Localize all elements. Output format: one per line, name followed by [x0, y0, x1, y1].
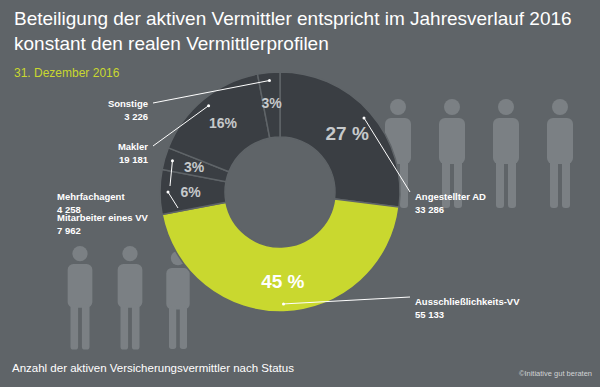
data-label: 3%	[261, 95, 282, 111]
silhouette-head	[444, 99, 460, 115]
silhouette-body	[439, 118, 465, 164]
silhouette-leg	[496, 160, 504, 208]
data-label: 3%	[184, 159, 205, 175]
leader-line	[364, 118, 410, 192]
leader-dot	[282, 302, 285, 305]
slices	[160, 72, 400, 312]
silhouette-leg	[71, 304, 79, 350]
page: {"chart_data": {"type": "donut", "title"…	[0, 0, 600, 387]
data-label: 6%	[180, 184, 201, 200]
silhouette-leg	[121, 304, 129, 350]
silhouette-head	[552, 99, 568, 115]
count-label: 19 181	[119, 154, 149, 165]
category-label: Makler	[118, 141, 148, 152]
silhouette-head	[498, 99, 514, 115]
silhouette-head	[72, 246, 87, 261]
source: ©Initiative gut beraten	[519, 369, 592, 378]
silhouette-leg	[169, 306, 176, 349]
count-label: 7 962	[57, 225, 81, 236]
slice	[280, 72, 400, 207]
silhouette-body	[68, 264, 93, 308]
silhouette-leg	[400, 160, 408, 208]
silhouette	[493, 99, 519, 208]
silhouette	[68, 246, 93, 350]
labels: 27 % Angestellter AD 33 286 45 % Ausschließl…	[57, 79, 520, 320]
footnote: Anzahl der aktiven Versicherungsvermittl…	[12, 362, 294, 374]
background	[0, 0, 600, 387]
silhouette-leg	[180, 306, 187, 349]
category-label: Sonstige	[108, 98, 148, 109]
leader-dot	[167, 191, 170, 194]
silhouette-head	[390, 99, 406, 115]
title-line: Beteiligung der aktiven Vermittler entsp…	[14, 8, 572, 29]
title-line: konstant den realen Vermittlerprofilen	[14, 33, 329, 54]
silhouette-leg	[132, 304, 140, 350]
silhouette-body	[493, 118, 519, 164]
count-label: 4 258	[57, 204, 81, 215]
data-label: 16%	[209, 115, 238, 131]
leader-line	[170, 161, 172, 186]
silhouette-body	[547, 118, 573, 164]
chart: Beteiligung der aktiven Vermittler entsp…	[0, 0, 600, 387]
slice	[168, 74, 269, 172]
silhouette	[118, 246, 143, 350]
silhouette-leg	[82, 304, 90, 350]
leader-dot	[363, 116, 366, 119]
silhouette-body	[166, 268, 189, 309]
category-label: Angestellter AD	[415, 191, 486, 202]
subtitle: 31. Dezember 2016	[14, 66, 120, 80]
data-label: 27 %	[325, 123, 368, 144]
leader-line	[168, 192, 178, 208]
slice	[162, 199, 399, 312]
leader-dot	[268, 79, 271, 82]
count-label: 33 286	[415, 204, 444, 215]
count-label: 3 226	[124, 111, 148, 122]
leader-line	[153, 106, 209, 146]
silhouette-body	[118, 264, 143, 308]
silhouette-leg	[550, 160, 558, 208]
leader-dot	[207, 104, 210, 107]
title: Beteiligung der aktiven Vermittler entsp…	[14, 8, 572, 54]
leader-line	[153, 80, 269, 103]
count-label: 55 133	[415, 309, 444, 320]
leader-dot	[171, 159, 174, 162]
category-label: Ausschließlichkeits-VV	[415, 296, 520, 307]
silhouette-head	[122, 246, 137, 261]
silhouette	[547, 99, 573, 208]
data-label: 45 %	[261, 271, 304, 292]
silhouette-leg	[508, 160, 516, 208]
silhouette-leg	[562, 160, 570, 208]
leader-line	[284, 297, 410, 304]
category-label: Mehrfachagent	[57, 191, 125, 202]
